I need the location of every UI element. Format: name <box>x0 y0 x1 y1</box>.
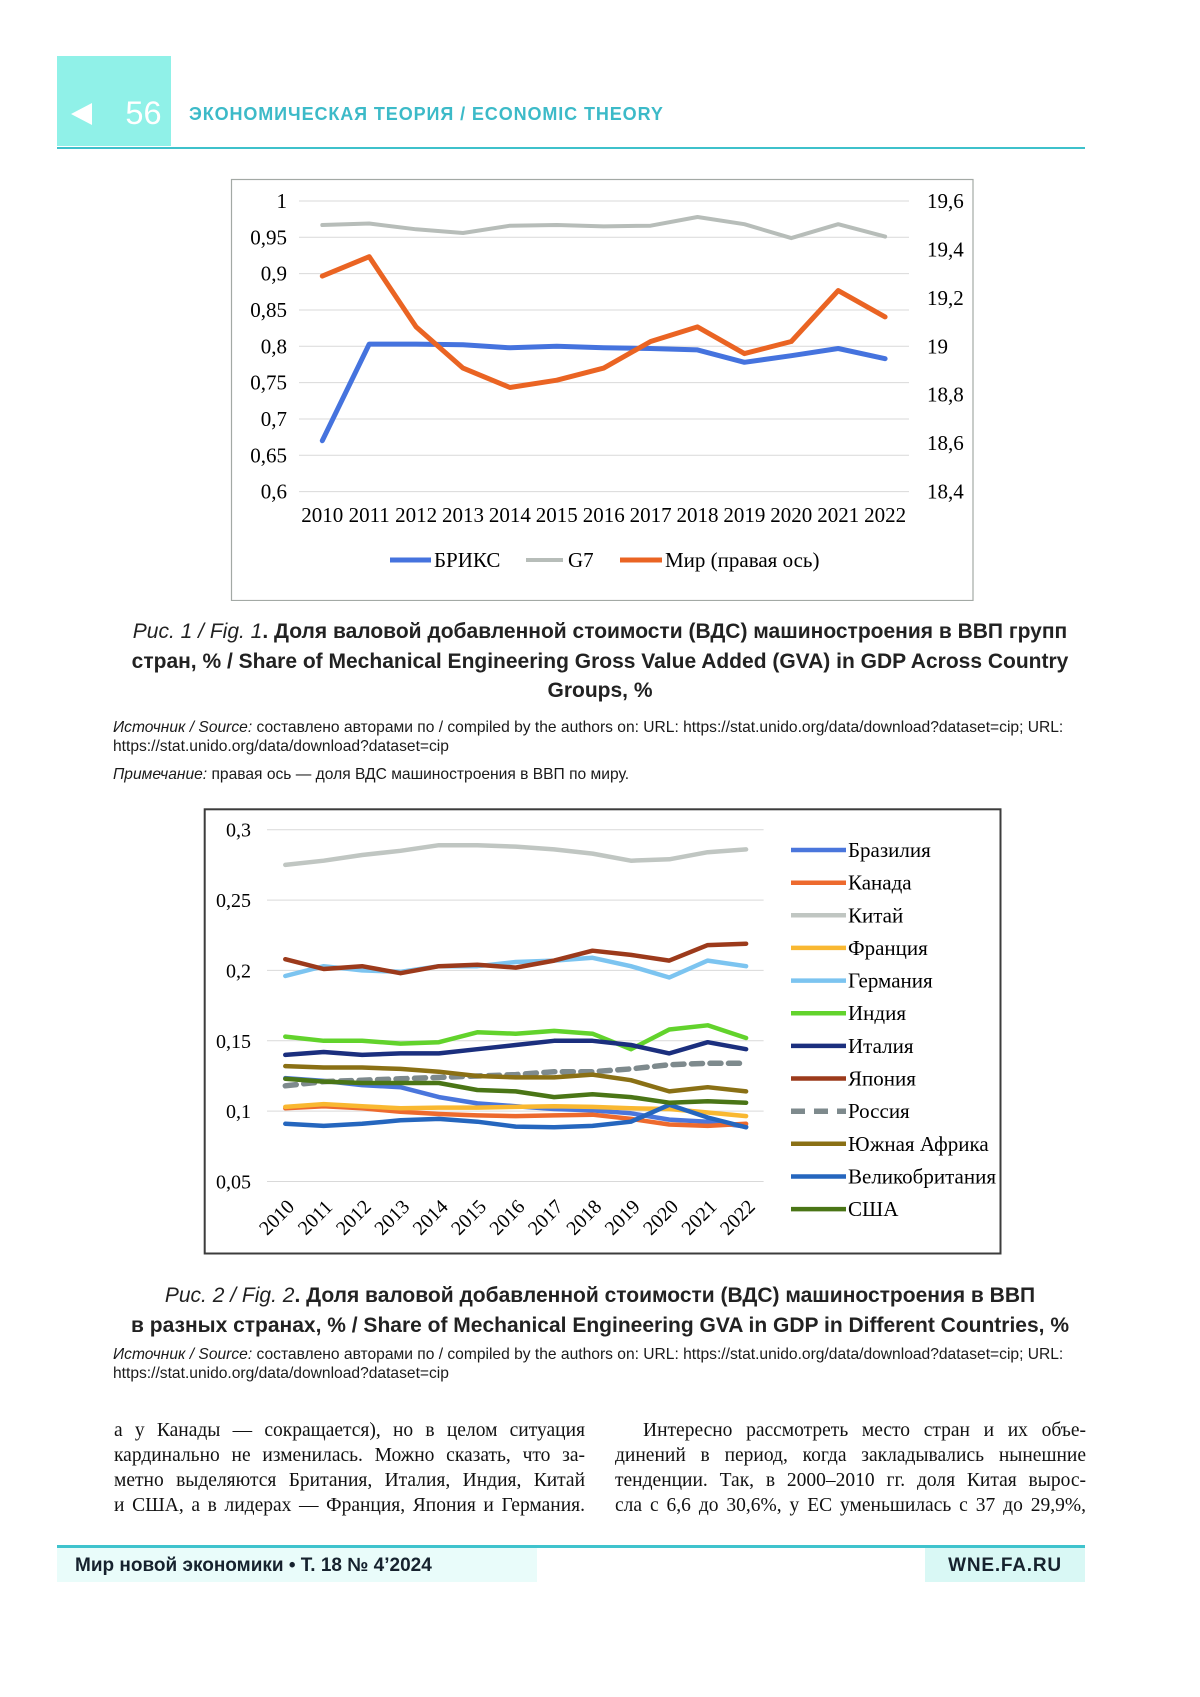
svg-text:Мир (правая ось): Мир (правая ось) <box>665 548 820 572</box>
svg-text:2017: 2017 <box>630 503 672 527</box>
svg-text:Китай: Китай <box>848 903 903 927</box>
svg-text:2012: 2012 <box>395 503 437 527</box>
svg-text:2019: 2019 <box>723 503 765 527</box>
svg-text:2016: 2016 <box>583 503 625 527</box>
svg-text:2014: 2014 <box>409 1196 453 1240</box>
svg-text:Канада: Канада <box>848 871 912 895</box>
svg-text:0,05: 0,05 <box>216 1172 251 1194</box>
svg-text:Франция: Франция <box>848 936 928 960</box>
svg-text:Япония: Япония <box>848 1067 916 1091</box>
svg-text:0,15: 0,15 <box>216 1031 251 1053</box>
svg-text:Индия: Индия <box>848 1001 906 1025</box>
svg-text:0,85: 0,85 <box>250 298 287 322</box>
svg-text:18,4: 18,4 <box>927 480 964 504</box>
svg-text:0,95: 0,95 <box>250 225 287 249</box>
svg-text:G7: G7 <box>568 548 594 572</box>
svg-text:19,2: 19,2 <box>927 286 964 310</box>
svg-text:2011: 2011 <box>349 503 390 527</box>
svg-text:0,65: 0,65 <box>250 443 287 467</box>
svg-text:19,6: 19,6 <box>927 189 964 213</box>
svg-text:2017: 2017 <box>524 1196 568 1240</box>
svg-text:1: 1 <box>277 189 288 213</box>
svg-text:2022: 2022 <box>864 503 906 527</box>
svg-text:2019: 2019 <box>601 1196 645 1240</box>
svg-text:2020: 2020 <box>639 1196 683 1240</box>
svg-text:Бразилия: Бразилия <box>848 838 931 862</box>
svg-text:19,4: 19,4 <box>927 237 964 261</box>
svg-text:2020: 2020 <box>770 503 812 527</box>
svg-text:Великобритания: Великобритания <box>848 1165 996 1189</box>
svg-text:2014: 2014 <box>489 503 532 527</box>
svg-text:2015: 2015 <box>536 503 578 527</box>
svg-text:19: 19 <box>927 334 948 358</box>
svg-text:США: США <box>848 1197 899 1221</box>
svg-text:2021: 2021 <box>817 503 859 527</box>
svg-text:2013: 2013 <box>442 503 484 527</box>
svg-text:0,3: 0,3 <box>226 820 251 842</box>
svg-text:2013: 2013 <box>370 1196 414 1240</box>
svg-text:0,1: 0,1 <box>226 1101 251 1123</box>
svg-text:БРИКС: БРИКС <box>434 548 500 572</box>
svg-text:0,9: 0,9 <box>261 262 287 286</box>
svg-text:0,2: 0,2 <box>226 960 251 982</box>
svg-text:2021: 2021 <box>678 1196 722 1240</box>
svg-text:2022: 2022 <box>716 1196 760 1240</box>
svg-text:Германия: Германия <box>848 969 933 993</box>
svg-text:0,7: 0,7 <box>261 407 287 431</box>
svg-text:2010: 2010 <box>255 1196 299 1240</box>
svg-text:2018: 2018 <box>562 1196 606 1240</box>
svg-text:2010: 2010 <box>301 503 343 527</box>
svg-text:2016: 2016 <box>486 1196 530 1240</box>
svg-text:2018: 2018 <box>677 503 719 527</box>
svg-text:0,75: 0,75 <box>250 371 287 395</box>
svg-text:0,8: 0,8 <box>261 334 287 358</box>
svg-text:18,6: 18,6 <box>927 431 964 455</box>
svg-text:Россия: Россия <box>848 1099 910 1123</box>
svg-text:Италия: Италия <box>848 1034 914 1058</box>
svg-text:0,25: 0,25 <box>216 890 251 912</box>
svg-text:2015: 2015 <box>447 1196 491 1240</box>
svg-text:0,6: 0,6 <box>261 480 287 504</box>
svg-text:18,8: 18,8 <box>927 383 964 407</box>
svg-text:2011: 2011 <box>294 1196 337 1239</box>
svg-text:Южная Африка: Южная Африка <box>848 1132 989 1156</box>
svg-text:2012: 2012 <box>332 1196 376 1240</box>
